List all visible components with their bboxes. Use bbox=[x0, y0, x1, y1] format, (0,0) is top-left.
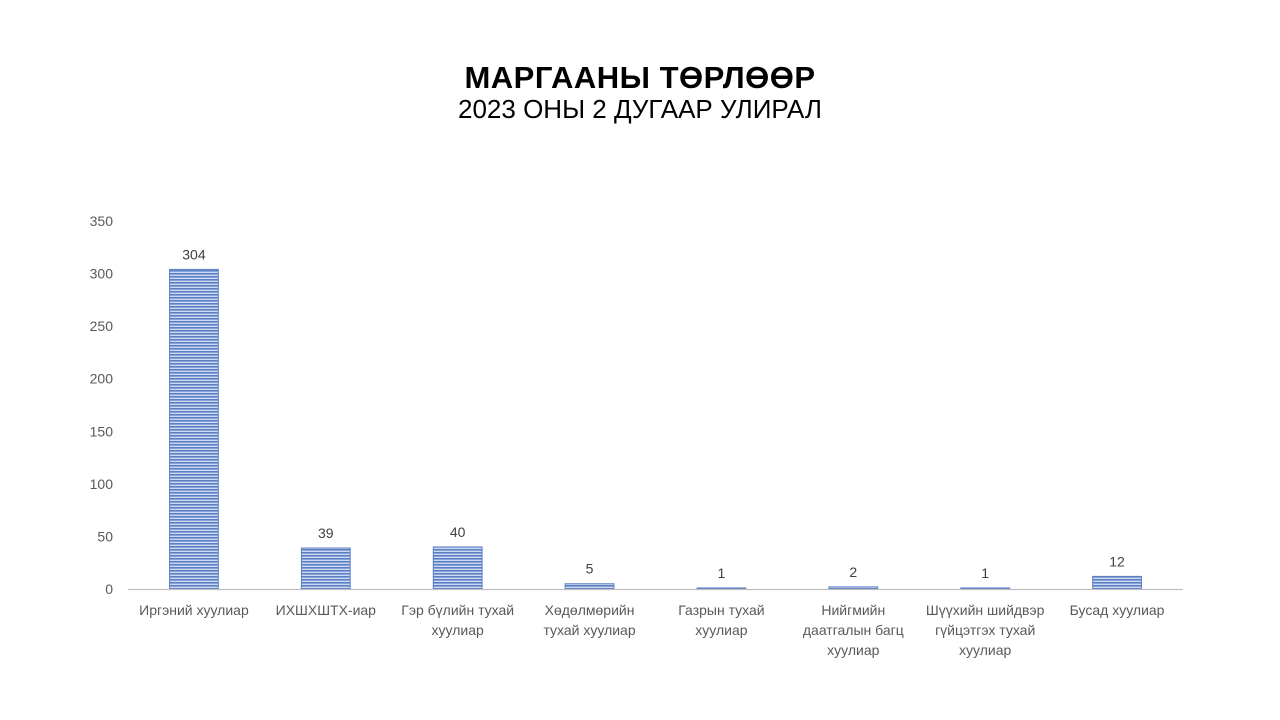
y-tick-label: 150 bbox=[90, 423, 114, 439]
data-label: 5 bbox=[586, 561, 594, 577]
category-label: Бусад хуулиар bbox=[1070, 602, 1165, 618]
category-label: Гэр бүлийн тухай хуулиар bbox=[401, 602, 514, 638]
category-label: Нийгмийн даатгалын багц хуулиар bbox=[803, 602, 904, 658]
data-label: 1 bbox=[718, 565, 726, 581]
chart-subtitle: 2023 ОНЫ 2 ДУГААР УЛИРАЛ bbox=[458, 94, 822, 124]
category-label: Иргэний хуулиар bbox=[139, 602, 249, 618]
y-tick-label: 300 bbox=[90, 266, 114, 282]
data-label: 12 bbox=[1109, 553, 1125, 569]
data-label: 2 bbox=[849, 564, 857, 580]
y-tick-label: 350 bbox=[90, 213, 114, 229]
data-label: 1 bbox=[981, 565, 989, 581]
y-axis: 0 50 100 150 200 250 300 350 bbox=[90, 213, 114, 597]
data-label: 304 bbox=[182, 246, 206, 262]
y-tick-label: 200 bbox=[90, 371, 114, 387]
data-label: 39 bbox=[318, 525, 334, 541]
category-label: Газрын тухай хуулиар bbox=[678, 602, 764, 638]
bar bbox=[1092, 575, 1142, 590]
bar bbox=[564, 583, 615, 590]
x-axis: Иргэний хуулиар ИХШХШТХ-иар Гэр бүлийн тух… bbox=[128, 588, 1183, 658]
y-tick-label: 250 bbox=[90, 318, 114, 334]
chart-title: МАРГААНЫ ТӨРЛӨӨР bbox=[464, 60, 816, 95]
bar bbox=[169, 268, 219, 590]
y-tick-label: 0 bbox=[105, 581, 113, 597]
category-label: Шүүхийн шийдвэр гүйцэтгэх тухай хуулиар bbox=[926, 602, 1045, 658]
category-label: ИХШХШТХ-иар bbox=[276, 602, 377, 618]
bar bbox=[696, 587, 747, 590]
bar bbox=[300, 547, 351, 590]
data-label: 40 bbox=[450, 524, 466, 540]
y-tick-label: 100 bbox=[90, 476, 114, 492]
bar bbox=[960, 587, 1011, 590]
bar bbox=[828, 586, 879, 590]
y-tick-label: 50 bbox=[97, 528, 113, 544]
bar bbox=[432, 546, 483, 590]
category-label: Хөдөлмөрийн тухай хуулиар bbox=[543, 602, 635, 638]
